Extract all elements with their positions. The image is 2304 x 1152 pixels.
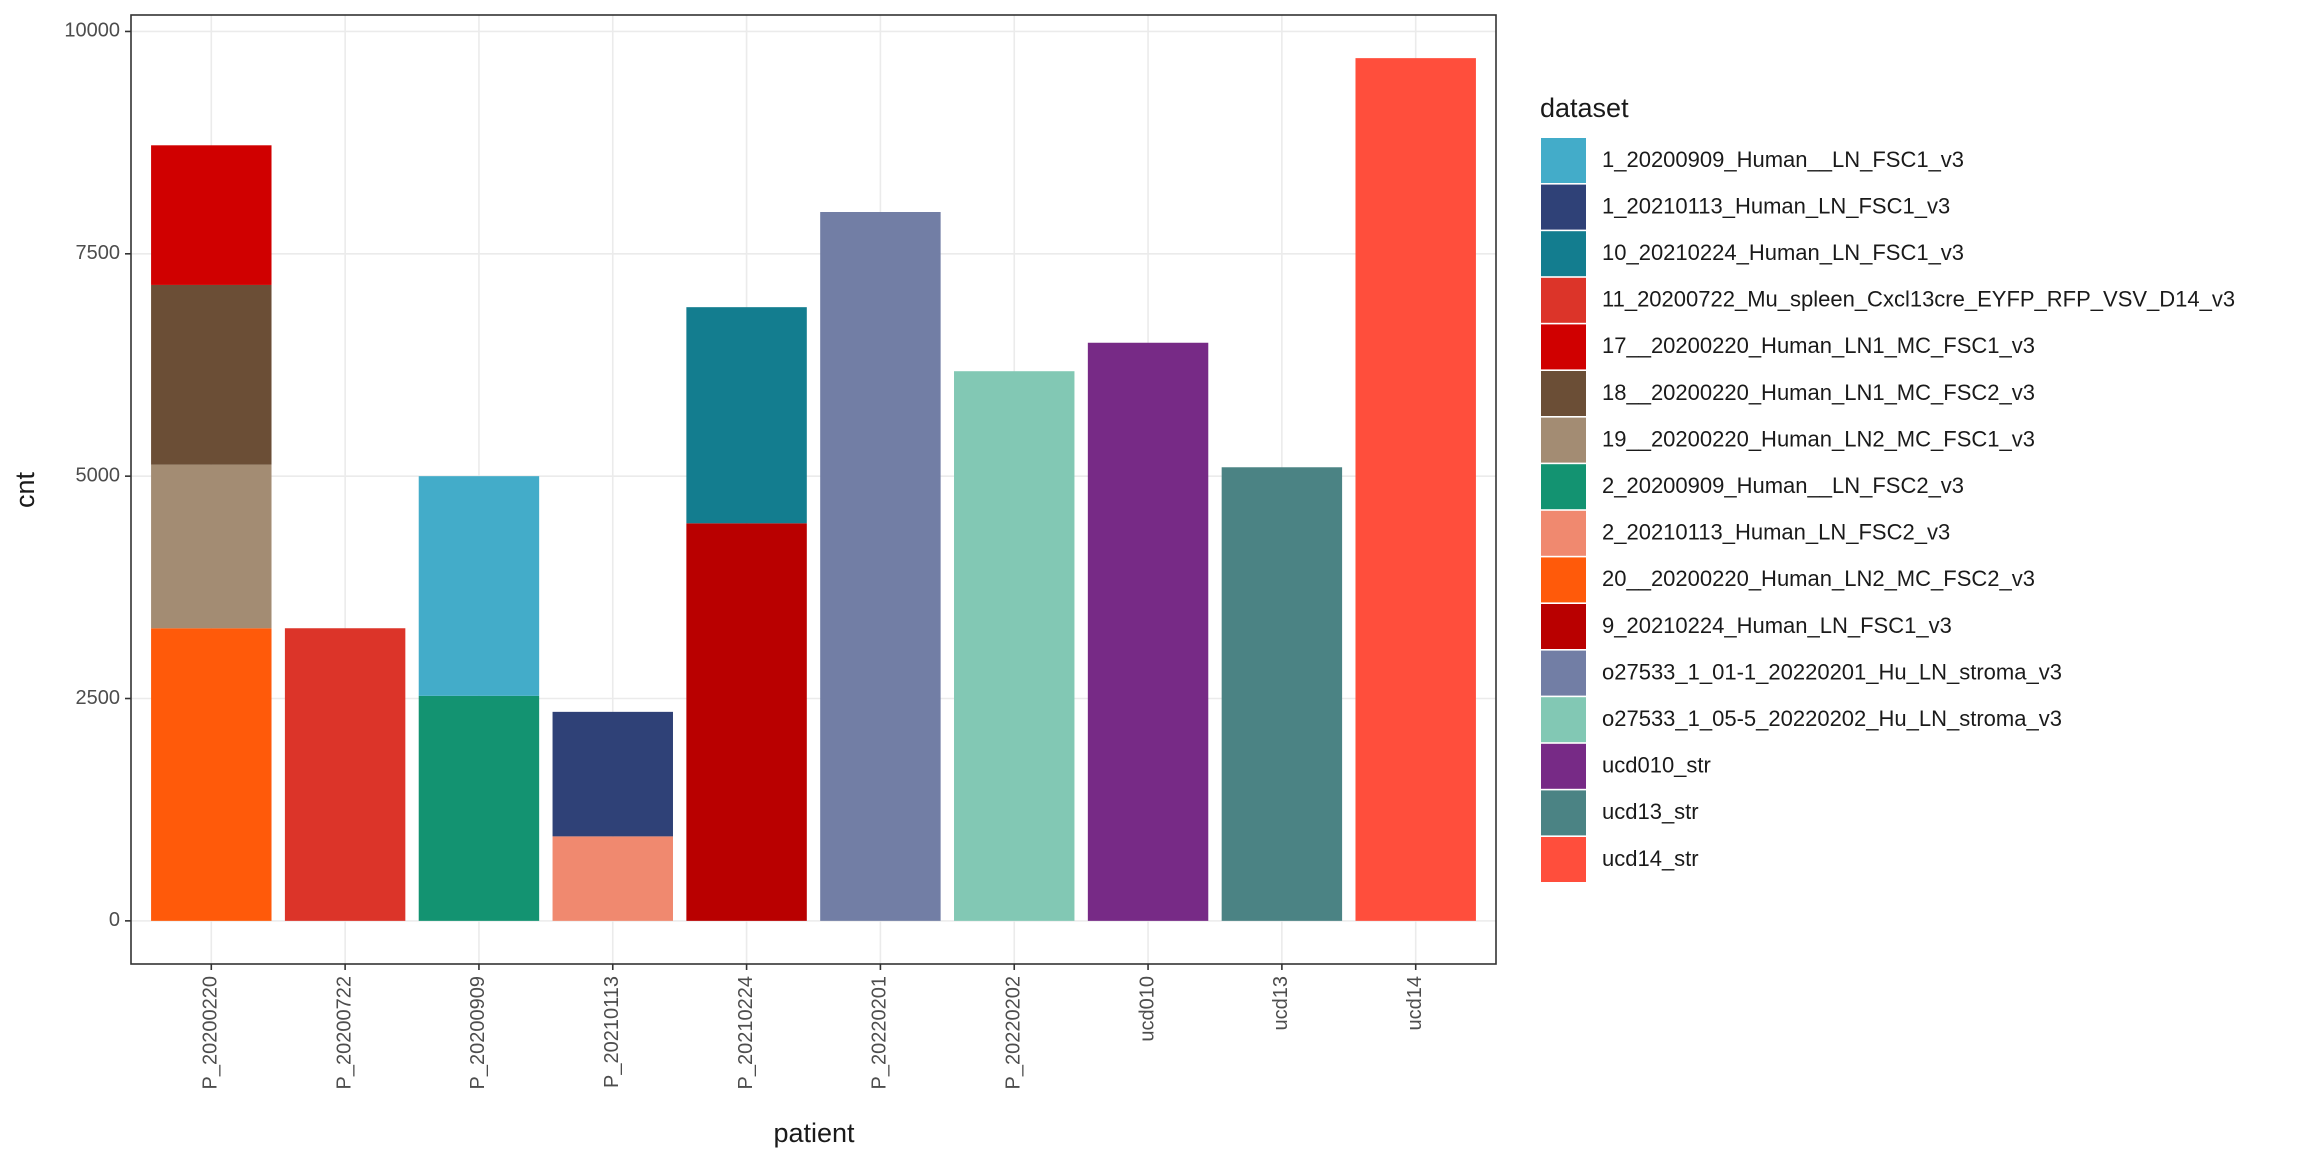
legend-label: 19__20200220_Human_LN2_MC_FSC1_v3 — [1602, 426, 2035, 451]
bar-segment — [151, 628, 272, 921]
x-tick-label: P_20210224 — [735, 976, 757, 1089]
bar-segment — [418, 695, 540, 921]
legend-key — [1541, 604, 1586, 649]
legend-key — [1541, 557, 1586, 603]
y-tick-label: 5000 — [76, 464, 121, 486]
legend-label: 11_20200722_Mu_spleen_Cxcl13cre_EYFP_RFP… — [1602, 287, 2235, 312]
y-tick-label: 2500 — [76, 687, 121, 709]
bar-segment — [552, 836, 673, 921]
legend-label: 18__20200220_Human_LN1_MC_FSC2_v3 — [1602, 380, 2035, 405]
legend-key — [1541, 371, 1586, 416]
bar-segment — [151, 284, 272, 465]
legend-label: 9_20210224_Human_LN_FSC1_v3 — [1602, 613, 1952, 638]
bar-segment — [552, 711, 673, 837]
y-tick-label: 10000 — [64, 20, 120, 42]
bar-segment — [954, 371, 1075, 921]
legend-key — [1541, 231, 1586, 277]
legend-key — [1541, 790, 1586, 836]
x-tick-label: P_20220202 — [1003, 976, 1025, 1089]
legend-key — [1541, 417, 1586, 463]
legend-key — [1541, 650, 1586, 696]
legend-key — [1541, 324, 1586, 370]
bar-segment — [1087, 342, 1209, 921]
legend-label: ucd010_str — [1602, 753, 1711, 778]
x-tick-label: ucd010 — [1136, 976, 1158, 1042]
legend-label: ucd13_str — [1602, 799, 1699, 824]
x-tick-label: P_20200722 — [333, 976, 355, 1089]
legend-label: 1_20200909_Human__LN_FSC1_v3 — [1602, 147, 1964, 172]
bar-segment — [686, 307, 807, 524]
legend-key — [1541, 837, 1586, 882]
legend-key — [1541, 464, 1586, 510]
legend-label: ucd14_str — [1602, 846, 1699, 871]
panel-border — [130, 14, 1497, 965]
legend-label: 2_20200909_Human__LN_FSC2_v3 — [1602, 473, 1964, 498]
bar-segment — [686, 523, 807, 921]
legend-label: o27533_1_05-5_20220202_Hu_LN_stroma_v3 — [1602, 706, 2062, 731]
bar-segment — [418, 476, 540, 696]
legend-key — [1541, 510, 1586, 556]
legend-key — [1541, 138, 1586, 183]
x-tick-label: ucd13 — [1270, 976, 1292, 1031]
legend-key — [1541, 743, 1586, 789]
x-tick-label: P_20220201 — [869, 976, 891, 1089]
legend-label: 20__20200220_Human_LN2_MC_FSC2_v3 — [1602, 566, 2035, 591]
bar-segment — [820, 212, 941, 921]
legend-label: 10_20210224_Human_LN_FSC1_v3 — [1602, 240, 1964, 265]
bar-segment — [1355, 58, 1476, 921]
legend-key — [1541, 277, 1586, 323]
legend-label: 17__20200220_Human_LN1_MC_FSC1_v3 — [1602, 333, 2035, 358]
bar-segment — [284, 628, 406, 921]
legend-key — [1541, 697, 1586, 743]
legend-label: 2_20210113_Human_LN_FSC2_v3 — [1602, 520, 1950, 545]
legend-key — [1541, 184, 1586, 230]
bar-segment — [151, 464, 272, 629]
legend-label: 1_20210113_Human_LN_FSC1_v3 — [1602, 193, 1950, 218]
x-tick-label: P_20210113 — [601, 976, 623, 1088]
legend-label: o27533_1_01-1_20220201_Hu_LN_stroma_v3 — [1602, 659, 2062, 684]
bar-segment — [1221, 467, 1343, 921]
y-axis-title: cnt — [10, 471, 40, 508]
x-axis-title: patient — [773, 1118, 855, 1148]
y-tick-label: 0 — [109, 909, 120, 931]
x-tick-label: P_20200909 — [467, 976, 489, 1089]
y-tick-label: 7500 — [76, 242, 121, 264]
x-tick-label: ucd14 — [1404, 976, 1426, 1031]
x-tick-label: P_20200220 — [200, 976, 222, 1089]
legend-title: dataset — [1540, 93, 1629, 123]
bar-segment — [151, 145, 272, 285]
